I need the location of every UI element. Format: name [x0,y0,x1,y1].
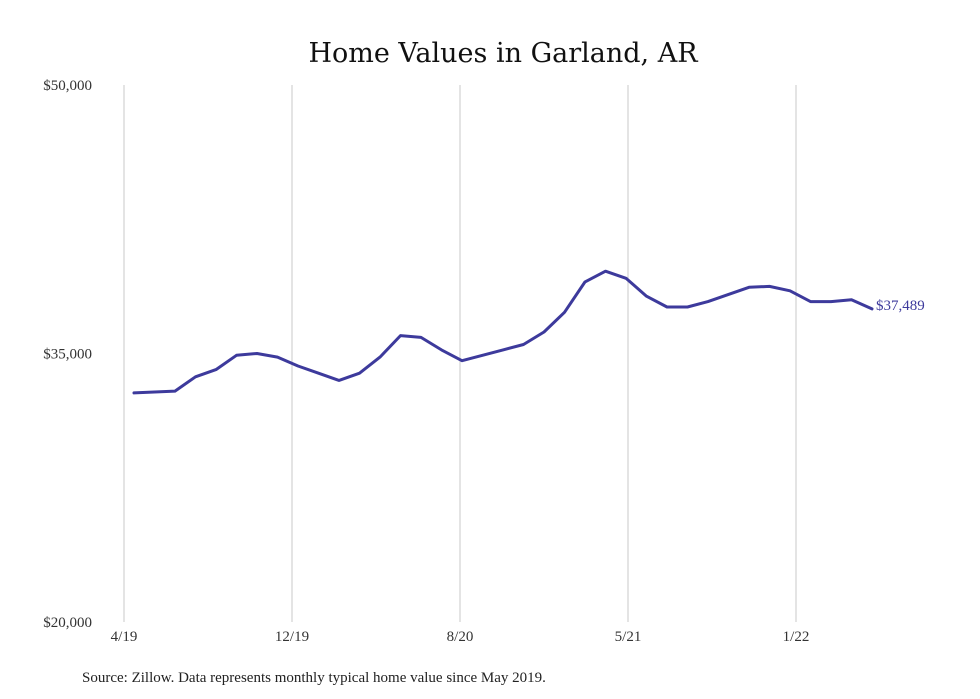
data-point [645,295,648,298]
y-tick-label: $20,000 [43,615,92,631]
data-point [747,286,751,289]
data-point [337,379,341,382]
data-point [522,343,525,346]
x-tick-label: 8/20 [447,629,474,645]
data-point [542,330,546,334]
data-point [870,307,874,311]
data-point [829,300,833,303]
data-point [788,289,792,293]
y-tick-label: $35,000 [43,347,92,363]
x-tick-label: 12/19 [275,629,309,645]
x-tick-label: 1/22 [783,629,810,645]
y-tick-label: $50,000 [43,78,92,94]
data-point [624,277,628,280]
data-point [727,293,730,296]
data-point [153,390,156,394]
data-point [255,352,259,355]
data-point [604,269,607,273]
data-point [850,298,853,301]
data-point [214,368,218,371]
data-point [173,389,177,393]
data-point [706,300,710,303]
data-point [296,364,300,368]
data-point [481,354,484,357]
data-point [378,355,382,359]
series-line-0 [132,269,874,395]
data-point [358,371,361,375]
data-point [440,348,443,352]
data-point [460,359,464,362]
data-point [276,355,279,359]
series-lines [132,269,874,395]
data-point [235,354,238,357]
data-point [317,371,320,375]
data-point [132,391,136,395]
data-point [399,334,402,337]
data-point [768,285,771,288]
x-axis-ticks: 4/19 12/19 8/20 5/21 1/22 [111,629,810,645]
x-tick-label: 4/19 [111,629,138,645]
data-point [665,305,669,309]
end-value-label: $37,489 [876,298,925,314]
source-note: Source: Zillow. Data represents monthly … [82,670,546,686]
data-point [501,348,505,352]
data-point [563,311,566,314]
gridlines [123,85,797,622]
chart-title: Home Values in Garland, AR [308,38,698,69]
data-point [583,280,587,284]
data-point [809,300,812,303]
data-point [686,305,689,309]
data-point [419,336,423,339]
y-axis-ticks: $50,000 $35,000 $20,000 [43,78,92,631]
data-point [194,375,197,378]
x-tick-label: 5/21 [615,629,642,645]
